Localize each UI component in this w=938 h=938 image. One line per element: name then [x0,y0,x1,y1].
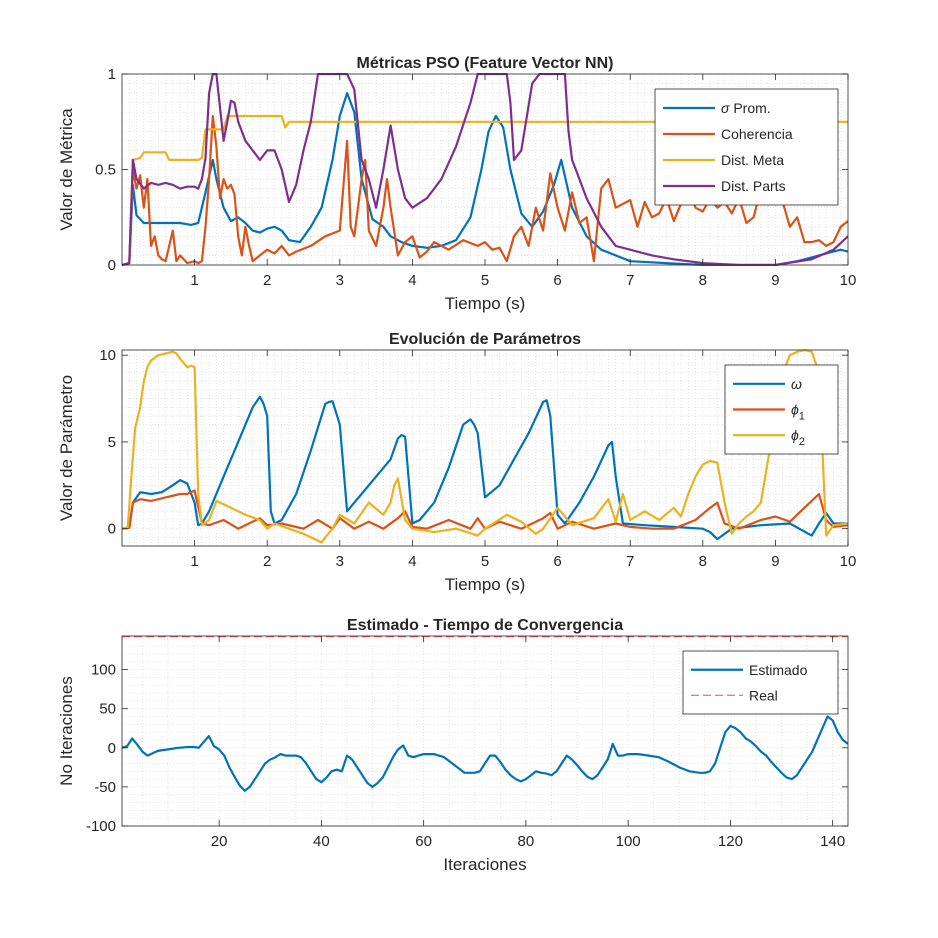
x-tick-label: 1 [190,553,198,570]
axes-box [121,635,849,827]
x-tick-label: 5 [481,272,489,289]
x-tick-label: 2 [263,272,271,289]
x-tick-label: 10 [840,553,857,570]
series-line-4 [122,73,848,266]
y-tick-label: -100 [86,818,116,835]
x-tick-label: 6 [553,553,561,570]
x-tick-label: 100 [616,833,641,850]
legend-label-1: σ Prom. [721,100,771,116]
y-tick-label: -50 [94,779,116,796]
y-tick-label: 0.5 [95,162,116,179]
x-tick-label: 20 [211,833,228,850]
series-line-1 [122,715,848,792]
x-tick-label: 1 [190,272,198,289]
x-tick-label: 8 [699,272,707,289]
legend: Estimado Real [682,650,839,715]
x-tick-label: 4 [408,553,416,570]
series-line-1 [122,395,848,541]
series-line-3 [122,349,848,544]
x-tick-label: 3 [336,272,344,289]
x-axis-label: Tiempo (s) [445,575,526,594]
series-group [122,636,848,792]
legend-label-3: ϕ2 [791,427,805,448]
legend: ω ϕ1 ϕ2 [724,364,839,455]
y-axis-label: Valor de Métrica [57,108,76,231]
x-tick-label: 140 [820,833,845,850]
x-tick-label: 5 [481,553,489,570]
x-tick-label: 8 [699,553,707,570]
series-line-3 [122,114,848,266]
x-axis-label: Tiempo (s) [445,294,526,313]
y-tick-label: 100 [91,662,116,679]
x-axis-label: Iteraciones [443,855,526,874]
y-tick-label: 0 [108,521,116,538]
chart-title: Estimado - Tiempo de Convergencia [347,617,623,634]
legend-label-1: Estimado [749,662,808,678]
legend-label-3: Dist. Meta [721,152,784,168]
y-tick-label: 5 [108,434,116,451]
legend-label-2: Coherencia [721,126,793,142]
x-tick-label: 6 [553,272,561,289]
y-tick-label: 50 [99,701,116,718]
y-tick-label: 1 [108,66,116,83]
legend-label-2: Real [749,687,778,703]
x-tick-label: 4 [408,272,416,289]
x-tick-label: 40 [313,833,330,850]
x-tick-label: 9 [771,272,779,289]
chart-title: Métricas PSO (Feature Vector NN) [357,55,614,72]
series-group [122,349,848,544]
legend: σ Prom. Coherencia Dist. Meta Dist. Parts [654,88,839,206]
x-tick-label: 80 [518,833,535,850]
chart-panel-2: 1 2 3 4 5 6 7 8 9 10 0 5 10 Evolución de Parámetros Ti… [57,331,856,594]
y-tick-label: 10 [99,347,116,364]
x-tick-label: 60 [415,833,432,850]
chart-title: Evolución de Parámetros [389,331,581,348]
chart-panel-1: 1 2 3 4 5 6 7 8 9 10 0 0.5 1 Métricas PSO (Feature Ve… [57,55,856,313]
x-tick-label: 2 [263,553,271,570]
x-tick-label: 9 [771,553,779,570]
x-tick-label: 7 [626,553,634,570]
y-tick-label: 0 [108,257,116,274]
minor-grid [122,350,848,546]
y-tick-label: 0 [108,740,116,757]
x-tick-label: 3 [336,553,344,570]
legend-box [682,650,839,715]
x-tick-label: 10 [840,272,857,289]
legend-label-1: ω [791,376,802,392]
legend-label-4: Dist. Parts [721,178,786,194]
chart-panel-3: 20 40 60 80 100 120 140 -100 -50 0 50 100 Estimado -… [57,617,849,874]
y-axis-label: Valor de Parámetro [57,375,76,521]
x-tick-label: 120 [718,833,743,850]
x-tick-label: 7 [626,272,634,289]
y-axis-label: No Iteraciones [57,676,76,786]
legend-label-2: ϕ1 [791,402,805,423]
